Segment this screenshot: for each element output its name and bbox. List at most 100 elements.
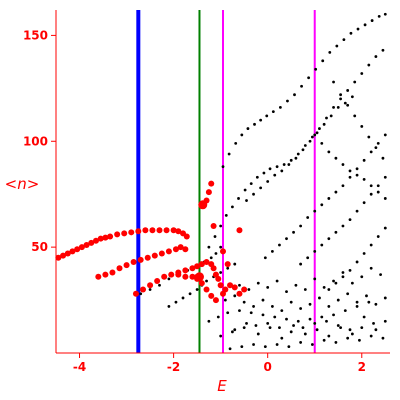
data-point	[249, 182, 253, 186]
data-point	[210, 265, 217, 272]
data-point	[353, 114, 357, 118]
data-point	[332, 313, 335, 317]
data-point	[313, 277, 317, 281]
data-point	[275, 279, 279, 283]
data-point	[252, 343, 255, 346]
data-point	[336, 298, 340, 302]
data-point	[275, 343, 279, 346]
data-point	[285, 290, 288, 293]
data-point	[341, 275, 345, 279]
data-point	[151, 252, 158, 259]
data-point	[245, 321, 248, 325]
data-point	[334, 190, 338, 194]
data-point	[299, 307, 303, 310]
data-point	[142, 227, 149, 234]
data-point	[287, 345, 291, 349]
data-point	[148, 288, 152, 291]
data-point	[327, 197, 331, 200]
data-point	[360, 72, 364, 75]
data-point	[242, 326, 246, 329]
data-point	[226, 266, 230, 270]
data-point	[327, 305, 331, 308]
data-point	[376, 141, 380, 145]
data-point	[313, 133, 317, 137]
data-point	[313, 321, 317, 325]
data-point	[238, 283, 241, 287]
data-point	[194, 272, 204, 282]
data-point	[310, 135, 314, 139]
data-point	[315, 328, 319, 332]
data-point	[216, 315, 220, 319]
data-point	[207, 319, 211, 323]
data-point	[355, 209, 359, 213]
data-point	[219, 334, 223, 338]
data-point	[147, 282, 154, 289]
data-point	[372, 321, 375, 325]
data-point	[362, 315, 366, 319]
data-point	[348, 218, 352, 222]
data-point	[219, 271, 223, 274]
data-point	[194, 263, 201, 270]
data-point	[252, 192, 255, 196]
data-point	[214, 252, 218, 255]
data-point	[296, 152, 300, 156]
data-point	[95, 273, 102, 280]
data-point	[245, 199, 248, 202]
data-point	[266, 180, 270, 183]
data-point	[182, 246, 189, 253]
data-point	[252, 305, 255, 308]
vertical-lines	[136, 10, 316, 353]
data-point	[233, 262, 237, 266]
data-point	[374, 328, 378, 332]
data-point	[348, 169, 352, 173]
data-point	[356, 27, 360, 31]
axes	[55, 10, 390, 354]
data-point	[383, 133, 387, 137]
data-point	[228, 347, 232, 351]
data-point	[280, 309, 284, 313]
data-point	[381, 156, 385, 160]
data-point	[170, 227, 177, 234]
data-point	[306, 256, 310, 260]
data-point	[362, 252, 366, 255]
y-tick-label: 150	[23, 28, 48, 42]
data-point	[259, 118, 263, 122]
data-point	[320, 141, 324, 145]
data-point	[369, 150, 373, 154]
data-point	[242, 300, 246, 304]
data-point	[320, 243, 324, 247]
data-point	[383, 175, 387, 179]
data-point	[355, 300, 359, 304]
data-point	[367, 63, 371, 67]
data-point	[231, 284, 238, 291]
data-point	[188, 292, 192, 296]
data-point	[224, 261, 231, 268]
data-point	[140, 286, 147, 293]
data-point	[350, 332, 354, 336]
data-point	[363, 23, 367, 27]
data-point	[278, 105, 282, 109]
data-point	[255, 175, 259, 179]
data-point	[254, 324, 258, 327]
data-point	[121, 230, 128, 237]
data-point	[289, 158, 293, 162]
data-point	[327, 334, 331, 338]
data-point	[370, 19, 374, 22]
data-point	[346, 336, 350, 340]
data-point	[299, 341, 303, 344]
data-point	[221, 165, 225, 169]
data-point	[367, 135, 371, 139]
data-point	[268, 167, 272, 171]
data-point	[350, 95, 354, 99]
data-point	[313, 209, 317, 213]
data-point	[259, 186, 263, 190]
data-point	[226, 311, 230, 315]
data-point	[238, 309, 241, 313]
data-point	[175, 271, 182, 278]
data-point	[154, 278, 161, 285]
data-point	[369, 334, 373, 338]
data-point	[261, 298, 265, 302]
data-point	[329, 114, 333, 118]
data-point	[362, 158, 366, 162]
